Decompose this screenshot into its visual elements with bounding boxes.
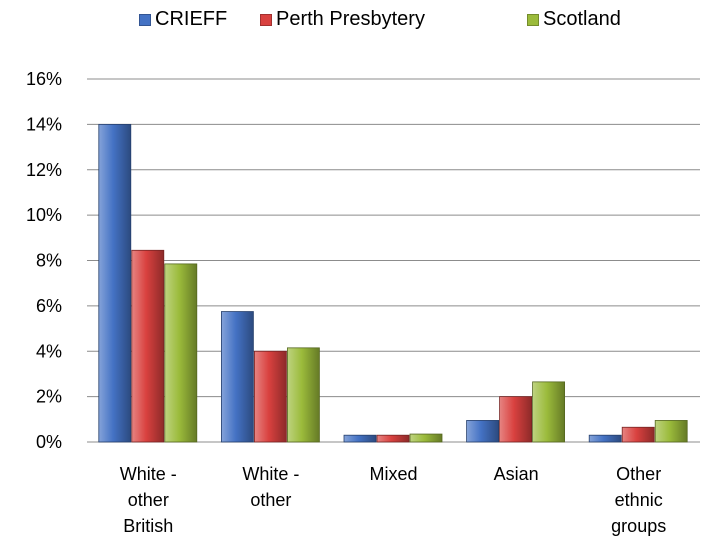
y-tick-label: 4%	[36, 341, 62, 361]
bar-perth-presbytery	[131, 249, 165, 443]
bar-perth-presbytery	[499, 396, 533, 443]
bar-crieff	[588, 434, 622, 443]
bar-crieff	[343, 434, 377, 443]
bar-crieff	[466, 420, 500, 443]
bar-perth-presbytery	[621, 426, 655, 443]
bars	[98, 123, 688, 443]
legend-item-perth-presbytery: Perth Presbytery	[260, 8, 425, 31]
bar-scotland	[409, 433, 443, 443]
y-tick-label: 14%	[26, 114, 62, 134]
legend: CRIEFF Perth Presbytery Scotland	[0, 4, 701, 32]
bar-scotland	[164, 263, 198, 443]
legend-swatch-perth-presbytery	[260, 13, 272, 26]
legend-label-crieff: CRIEFF	[155, 8, 228, 30]
bar-scotland	[654, 420, 688, 443]
legend-swatch-crieff	[139, 13, 151, 26]
y-tick-label: 10%	[26, 205, 62, 225]
x-category-label: Asian	[494, 464, 539, 484]
y-axis: 0% 2% 4% 6% 8% 10% 12% 14% 16%	[26, 69, 62, 452]
bar-crieff	[220, 311, 254, 443]
bar-perth-presbytery	[376, 434, 410, 443]
y-tick-label: 8%	[36, 251, 62, 271]
y-tick-label: 6%	[36, 296, 62, 316]
bar-crieff	[98, 123, 132, 443]
legend-item-crieff: CRIEFF	[139, 8, 227, 31]
bar-perth-presbytery	[253, 350, 287, 443]
y-tick-label: 2%	[36, 387, 62, 407]
bar-scotland	[532, 381, 565, 443]
x-axis: White -other British White -other Mixed Asia…	[120, 464, 666, 536]
legend-label-scotland: Scotland	[543, 8, 621, 30]
x-category-label: White -other British	[120, 464, 177, 536]
x-category-label: White -other	[242, 464, 299, 510]
x-category-label: Other ethnic groups	[611, 464, 666, 536]
y-tick-label: 0%	[36, 432, 62, 452]
legend-label-perth-presbytery: Perth Presbytery	[276, 8, 425, 30]
legend-item-scotland: Scotland	[527, 8, 621, 31]
bar-scotland	[286, 347, 320, 443]
x-category-label: Mixed	[369, 464, 417, 484]
legend-swatch-scotland	[527, 13, 539, 26]
y-tick-label: 16%	[26, 69, 62, 89]
y-tick-label: 12%	[26, 160, 62, 180]
